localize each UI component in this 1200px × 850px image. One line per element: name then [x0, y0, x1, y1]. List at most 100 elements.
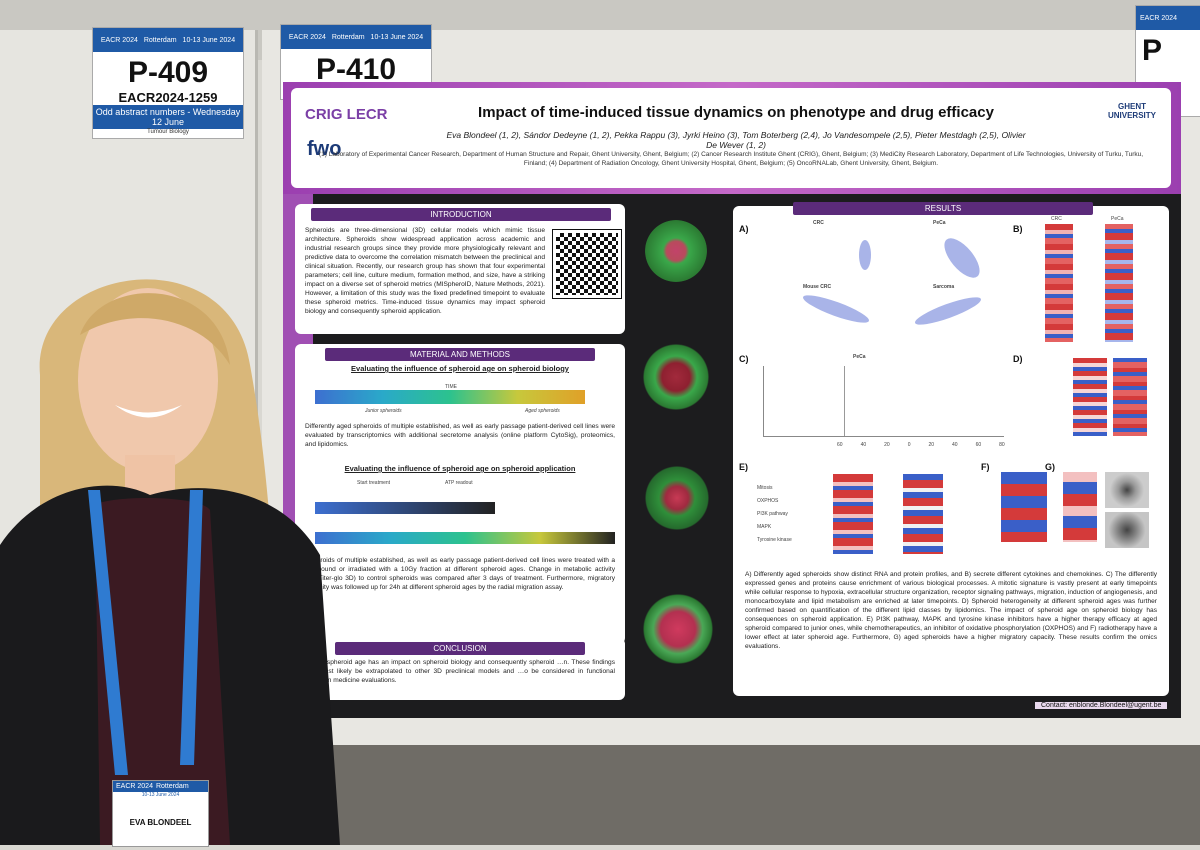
crig-logo: CRIG LECR	[305, 106, 388, 123]
contact-line: Contact: enblonde.Blondeel@ugent.be	[1035, 702, 1168, 709]
poster-title: Impact of time-induced tissue dynamics o…	[478, 104, 994, 121]
results-text: A) Differently aged spheroids show disti…	[745, 571, 1157, 650]
pca-title-mouse-crc: Mouse CRC	[803, 284, 832, 290]
presenter-photo	[0, 255, 340, 845]
poster-header: CRIG LECR fwo GHENT UNIVERSITY Impact of…	[291, 88, 1171, 188]
tag-congress: EACR 2024	[288, 33, 326, 41]
pca-ellipse	[859, 240, 871, 270]
heatmap-b-crc	[1045, 224, 1073, 342]
x-tick: 40	[860, 442, 867, 448]
pca-plots: CRC PeCa Mouse CRC Sarcoma	[763, 220, 993, 340]
pca-ellipse	[800, 290, 872, 328]
migration-image-aged	[1105, 512, 1149, 548]
heatmap-d-crc	[1073, 358, 1107, 436]
badge-congress: EACR 2024	[116, 783, 153, 790]
conclusion-section: CONCLUSION …ude, spheroid age has an imp…	[295, 638, 625, 700]
introduction-text: Spheroids are three-dimensional (3D) cel…	[305, 227, 545, 315]
methods-subheading-biology: Evaluating the influence of spheroid age…	[351, 364, 569, 373]
tag-header: EACR 2024 Rotterdam 10-13 June 2024	[93, 28, 243, 52]
heatmap-g	[1063, 472, 1097, 542]
heatmap-b-crc-label: CRC	[1051, 216, 1062, 222]
e-row-labels: Mitosis OXPHOS PI3K pathway MAPK Tyrosin…	[757, 482, 792, 547]
panel-g-label: G)	[1045, 462, 1055, 472]
tag-congress: EACR 2024	[100, 36, 138, 44]
methods-subheading-application: Evaluating the influence of spheroid age…	[344, 464, 576, 473]
conclusion-text: …ude, spheroid age has an impact on sphe…	[305, 659, 615, 684]
pca-title-sarcoma: Sarcoma	[933, 284, 955, 290]
tag-header: EACR 2024 Rotterdam 10-13 June 2024	[281, 25, 431, 49]
spheroid-image-1	[645, 220, 707, 282]
heatmap-f	[1001, 472, 1047, 542]
tag-topic: Tumour Biology	[147, 129, 189, 135]
x-tick: 0	[907, 442, 911, 448]
heatmap-e-peca	[833, 474, 873, 554]
pca-title-crc: CRC	[813, 220, 824, 226]
pca-ellipse	[938, 232, 986, 284]
badge-header: EACR 2024 Rotterdam	[113, 781, 208, 792]
start-treatment-label: Start treatment	[357, 480, 391, 486]
tag-number: P-410	[315, 53, 397, 86]
methods-section: MATERIAL AND METHODS Evaluating the infl…	[295, 344, 625, 644]
e-row-label: PI3K pathway	[757, 511, 788, 517]
heatmap-d-peca	[1113, 358, 1147, 436]
badge-name: EVA BLONDEEL	[129, 818, 192, 827]
panel-d-label: D)	[1013, 354, 1023, 364]
panel-e-label: E)	[739, 462, 748, 472]
tag-city: Rotterdam	[331, 33, 365, 41]
ghent-university-logo: GHENT UNIVERSITY	[1107, 102, 1156, 120]
spheroid-image-2	[643, 344, 709, 410]
panel-a-label: A)	[739, 224, 749, 234]
tag-dates: 10-13 June 2024	[370, 33, 424, 41]
poster-authors: Eva Blondeel (1, 2), Sándor Dedeyne (1, …	[446, 130, 1026, 150]
tag-congress: EACR 2024	[1140, 14, 1177, 22]
aged-timeline-arrow	[315, 532, 615, 544]
x-tick: 40	[952, 442, 958, 448]
x-tick: 60	[975, 442, 982, 448]
e-row-label: Tyrosine kinase	[757, 537, 792, 543]
tag-number: P-409	[127, 56, 209, 89]
x-tick: 80	[999, 442, 1005, 448]
floor	[255, 745, 1200, 845]
results-section: RESULTS A) CRC PeCa Mouse CRC Sarcoma B)…	[733, 202, 1169, 696]
tag-abstract-id: EACR2024-1259	[118, 90, 218, 105]
badge-city: Rotterdam	[155, 783, 189, 790]
x-tick: 20	[928, 442, 935, 448]
introduction-section: INTRODUCTION Spheroids are three-dimensi…	[295, 204, 625, 334]
research-poster: CRIG LECR fwo GHENT UNIVERSITY Impact of…	[283, 82, 1181, 718]
panel-f-label: F)	[981, 462, 990, 472]
tag-number-partial: P	[1142, 34, 1163, 67]
e-row-label: Mitosis	[757, 485, 773, 491]
methods-heading: MATERIAL AND METHODS	[325, 348, 595, 361]
migration-image-junior	[1105, 472, 1149, 508]
tag-dates: 10-13 June 2024	[182, 36, 236, 44]
fwo-logo: fwo	[307, 138, 342, 160]
e-row-label: MAPK	[757, 524, 772, 530]
x-tick: 60	[837, 442, 843, 448]
heatmap-b-peca	[1105, 224, 1133, 342]
poster-affiliations: (1) Laboratory of Experimental Cancer Re…	[318, 151, 1144, 167]
name-badge: EACR 2024 Rotterdam 10-13 June 2024 EVA …	[112, 780, 209, 847]
presenter-figure	[0, 279, 340, 845]
introduction-heading: INTRODUCTION	[311, 208, 611, 221]
badge-dates: 10-13 June 2024	[141, 792, 180, 798]
volcano-title: PeCa	[853, 354, 866, 360]
e-row-label: OXPHOS	[757, 498, 779, 504]
panel-b-label: B)	[1013, 224, 1023, 234]
spheroid-image-3	[645, 466, 709, 530]
qr-code-icon	[552, 229, 622, 299]
aged-spheroids-label: Aged spheroids	[525, 408, 560, 414]
volcano-axis	[844, 366, 845, 436]
tag-header: EACR 2024	[1136, 6, 1200, 30]
poster-number-tag-409: EACR 2024 Rotterdam 10-13 June 2024 P-40…	[92, 27, 244, 139]
spheroid-image-4	[643, 594, 713, 664]
atp-readout-label: ATP readout	[445, 480, 473, 486]
methods-text-application: Spheroids of multiple established, as we…	[305, 557, 615, 591]
junior-spheroids-label: Junior spheroids	[365, 408, 402, 414]
pca-ellipse	[912, 292, 984, 330]
junior-timeline-arrow	[315, 502, 495, 514]
time-label: TIME	[445, 384, 457, 390]
results-heading: RESULTS	[793, 202, 1093, 215]
methods-text-biology: Differently aged spheroids of multiple e…	[305, 423, 615, 448]
heatmap-b-peca-label: PeCa	[1111, 216, 1124, 222]
tag-strip: Odd abstract numbers - Wednesday 12 June	[93, 105, 243, 129]
